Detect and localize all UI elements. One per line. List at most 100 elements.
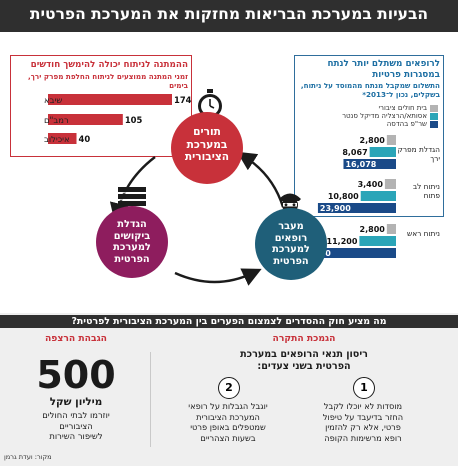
left-text-line: הציבוריים — [59, 420, 93, 431]
step1-number: 1 — [360, 381, 368, 394]
pay-bar — [384, 179, 396, 189]
legend-item-public: בית חולים ציבורי — [300, 104, 438, 112]
left-text-line: לשיפור השירות — [49, 431, 103, 442]
right-intro: ריסון תנאי הרופאים במערכת הפרטית בשני צע… — [158, 349, 450, 373]
waiting-subtitle-text: זמני המתנה ממוצעים לניתוח החלפת מפרק ירך… — [28, 72, 188, 90]
source-note: מקור: ועדת גרמן — [4, 453, 84, 461]
circle-line: למערכת — [113, 242, 151, 253]
step1-line: רופא מרשימות הקופה — [324, 432, 402, 443]
surgeon-pay-title: לרופאים משתלם יותר לנתח במסגרות פרטיות — [296, 59, 441, 80]
documents-icon — [118, 187, 146, 206]
cat-label-text: הגדלת מפרק ירך — [397, 145, 440, 163]
surgeon-pay-panel — [294, 55, 444, 217]
legend-swatch — [430, 112, 438, 120]
wait-bar-label: 105 — [125, 115, 143, 125]
waiting-panel — [10, 55, 192, 157]
right-header-text: הגמכת התקרה — [272, 333, 336, 344]
pay-bar — [359, 236, 396, 246]
circle-line: מעבר — [278, 221, 304, 232]
surgeon-pay-title-text: לרופאים משתלם יותר לנתח במסגרות פרטיות — [327, 59, 441, 80]
step2-number: 2 — [225, 381, 233, 394]
circle-doctors-move: מעבר רופאים למערכת הפרטית — [255, 208, 327, 280]
source-note-text: מקור: ועדת גרמן — [4, 453, 52, 461]
pay-bar — [298, 248, 396, 258]
surgeon-pay-subtitle-text: התשלום שמקבל מנתח מהמוסד על ניתוח, בשקלי… — [300, 81, 440, 99]
step1-badge: 1 — [353, 377, 375, 399]
pay-bar-label: 2,800 — [360, 225, 386, 234]
circle-line: רופאים — [274, 232, 308, 244]
proposal-question: מה מציע חוק ההסדרים לצמצום הפערים בין המ… — [0, 315, 458, 328]
legend-label: בית חולים ציבורי — [378, 104, 427, 112]
waiting-title: ההמתנה לניתוח יכולה להימשך חודשים — [12, 60, 188, 71]
pay-bar — [386, 224, 396, 234]
surgeon-pay-subtitle: התשלום שמקבל מנתח מהמוסד על ניתוח, בשקלי… — [296, 81, 440, 99]
pay-bar — [343, 159, 396, 169]
legend-item-sharap: שר"פ בהדסה — [300, 120, 438, 128]
cat-label-hip: הגדלת מפרק ירך — [396, 145, 440, 163]
legend-swatch — [430, 104, 438, 112]
wait-bar — [48, 133, 77, 144]
big-unit-text: מיליון שקל — [49, 396, 103, 408]
pay-bar — [317, 203, 396, 213]
cat-label-text: ניתוח לב פתוח — [412, 182, 440, 200]
circle-line: ביקושים — [113, 230, 151, 242]
pay-bar-label: 11,200 — [327, 237, 358, 246]
big-number: 500 — [10, 355, 142, 395]
step2-line: שמטפלים באופן פרטי — [190, 422, 266, 433]
waiting-chart: 174 שיבא 105 רמב"ם 40 איכילוב — [44, 94, 192, 144]
legend: בית חולים ציבורי אסותא/הרצליה מדיקל סנטר… — [300, 104, 438, 128]
cat-label-heart: ניתוח לב פתוח — [396, 182, 440, 200]
step1-line: פרטי, אלא רק להזמין — [325, 422, 401, 433]
circle-private-demand: הגדלת ביקושים למערכת הפרטית — [96, 206, 168, 278]
step2-line: בשעות הצהריים — [200, 432, 256, 443]
section-divider — [150, 352, 151, 447]
arrow-queues-to-demand — [109, 156, 156, 223]
pay-bar — [369, 147, 396, 157]
pay-bar — [360, 191, 396, 201]
wait-bar — [48, 114, 123, 125]
right-intro-line: ריסון תנאי הרופאים במערכת — [240, 349, 368, 360]
wait-category-label: שיבא — [44, 95, 62, 105]
circle-line: הציבורית — [184, 151, 230, 163]
step2-badge: 2 — [218, 377, 240, 399]
pay-bar-label: 2,800 — [360, 136, 386, 145]
legend-label: שר"פ בהדסה — [386, 120, 427, 128]
step2-line: המערכת הציבורית — [196, 411, 260, 422]
wait-bar-label: 40 — [79, 134, 91, 144]
cat-label-text: ניתוח ראש — [406, 229, 440, 238]
circle-line: הפרטית — [114, 253, 150, 265]
wait-category-label: רמב"ם — [44, 115, 69, 125]
step1-text: מוסדות לא יוכלו לקבל החזר בדיעבד על טיפו… — [306, 401, 420, 443]
step2-line: יוגבל הגבלות על רופאי — [188, 401, 268, 411]
proposal-question-text: מה מציע חוק ההסדרים לצמצום הפערים בין המ… — [71, 316, 387, 327]
circle-public-queues: תורים במערכת הציבורית — [171, 112, 243, 184]
legend-swatch — [430, 120, 438, 128]
pay-bar-label: 23,900 — [320, 204, 351, 213]
circle-line: הגדלת — [117, 219, 147, 230]
big-number-text: 500 — [36, 353, 116, 397]
cat-label-head: ניתוח ראש — [396, 229, 440, 238]
arrow-demand-to-doctors — [174, 268, 262, 286]
title-bar: הבעיות במערכת הבריאות מחזקות את המערכת ה… — [0, 0, 458, 32]
step2-text: יוגבל הגבלות על רופאי המערכת הציבורית שמ… — [171, 401, 285, 443]
cycle-arrows — [109, 151, 285, 286]
left-text: יוזרמו לבתי החולים הציבוריים לשיפור השיר… — [10, 410, 142, 442]
arrow-doctors-to-queues — [236, 151, 285, 208]
pay-bar-label: 10,800 — [328, 192, 359, 201]
big-unit: מיליון שקל — [10, 396, 142, 408]
wait-bar-label: 174 — [174, 95, 192, 105]
pay-bar — [386, 135, 396, 145]
left-text-line: יוזרמו לבתי החולים — [42, 410, 110, 420]
waiting-subtitle: זמני המתנה ממוצעים לניתוח החלפת מפרק ירך… — [12, 72, 188, 90]
legend-item-private: אסותא/הרצליה מדיקל סנטר — [300, 112, 438, 120]
step1-line: מוסדות לא יוכלו לקבל — [323, 401, 403, 411]
circle-line: תורים — [193, 126, 221, 138]
step1-line: החזר בדיעבד על טיפול — [322, 411, 404, 422]
circle-line: במערכת — [186, 138, 228, 151]
right-header: הגמכת התקרה — [158, 333, 450, 344]
pay-bar-label: 3,400 — [358, 180, 384, 189]
page-title: הבעיות במערכת הבריאות מחזקות את המערכת ה… — [29, 5, 429, 23]
left-header-text: הגבהת הרצפה — [44, 333, 107, 344]
wait-category-label: איכילוב — [44, 134, 70, 144]
pay-bar-label: 8,067 — [342, 148, 367, 157]
